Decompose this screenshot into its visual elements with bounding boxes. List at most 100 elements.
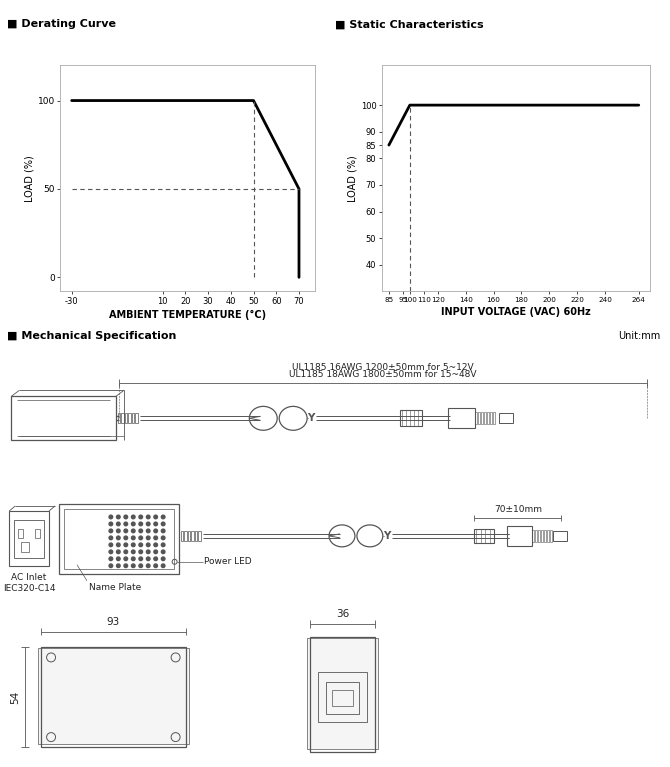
Circle shape [161,515,165,518]
Circle shape [131,543,135,547]
Circle shape [131,529,135,533]
Circle shape [117,557,120,561]
Bar [550,530,552,542]
Circle shape [124,522,127,525]
Bar [38,648,188,744]
Circle shape [124,543,127,547]
Bar [507,526,532,546]
Circle shape [154,564,157,568]
Bar [9,511,49,566]
Circle shape [147,550,150,554]
Circle shape [109,564,113,568]
Bar [125,413,127,423]
Circle shape [154,522,157,525]
Bar [11,397,116,440]
Bar [499,413,513,423]
X-axis label: INPUT VOLTAGE (VAC) 60Hz: INPUT VOLTAGE (VAC) 60Hz [441,307,591,318]
Text: AC Inlet
IEC320-C14: AC Inlet IEC320-C14 [3,573,56,593]
Circle shape [154,536,157,540]
Circle shape [117,522,120,525]
Circle shape [161,564,165,568]
Bar [307,638,378,749]
Circle shape [139,529,143,533]
Bar [326,683,359,714]
Bar [544,530,546,542]
Bar [490,413,492,424]
Text: ■ Mechanical Specification: ■ Mechanical Specification [7,331,176,341]
Circle shape [109,515,113,518]
Bar [448,408,476,428]
Circle shape [139,522,143,525]
Circle shape [161,529,165,533]
Circle shape [139,515,143,518]
Circle shape [154,515,157,518]
Circle shape [109,529,113,533]
Circle shape [131,536,135,540]
Text: ■ Derating Curve: ■ Derating Curve [7,19,116,29]
Bar [493,413,495,424]
Circle shape [117,564,120,568]
Bar [21,542,29,551]
Circle shape [161,557,165,561]
Circle shape [147,536,150,540]
Bar [132,413,134,423]
Circle shape [161,522,165,525]
Circle shape [147,522,150,525]
Bar [14,520,44,558]
Bar [41,647,186,747]
Bar [553,531,567,541]
Text: 93: 93 [107,617,120,627]
Bar [118,413,121,423]
Circle shape [154,557,157,561]
Circle shape [147,543,150,547]
Circle shape [161,536,165,540]
Y-axis label: LOAD (%): LOAD (%) [348,155,358,202]
Circle shape [109,536,113,540]
Text: Power LED: Power LED [204,558,252,566]
Bar [64,509,174,569]
Text: Y: Y [308,413,315,423]
Text: UL1185 16AWG 1200±50mm for 5~12V: UL1185 16AWG 1200±50mm for 5~12V [292,363,474,371]
Bar [541,530,543,542]
Bar [482,413,484,424]
Circle shape [147,564,150,568]
Circle shape [139,543,143,547]
Bar [128,413,131,423]
Circle shape [147,529,150,533]
Text: ■ Static Characteristics: ■ Static Characteristics [335,19,484,29]
Circle shape [161,543,165,547]
Circle shape [109,557,113,561]
Y-axis label: LOAD (%): LOAD (%) [25,155,35,202]
Bar [535,530,537,542]
Circle shape [124,564,127,568]
Bar [476,413,478,424]
Circle shape [131,522,135,525]
Text: Unit:mm: Unit:mm [618,331,660,341]
Bar [487,413,489,424]
Circle shape [147,515,150,518]
Circle shape [131,557,135,561]
Circle shape [131,515,135,518]
Text: 36: 36 [336,608,349,618]
Circle shape [109,550,113,554]
Circle shape [124,550,127,554]
Bar [194,531,197,541]
Bar [474,529,494,543]
Text: 54: 54 [10,690,20,704]
Bar [121,413,124,423]
Bar [188,531,190,541]
Circle shape [131,550,135,554]
Circle shape [117,550,120,554]
Bar [478,413,480,424]
Bar [59,504,179,574]
Circle shape [124,515,127,518]
Bar [484,413,486,424]
Circle shape [147,557,150,561]
Text: UL1185 18AWG 1800±50mm for 15~48V: UL1185 18AWG 1800±50mm for 15~48V [289,370,476,380]
Bar [332,690,353,706]
Circle shape [124,557,127,561]
Bar [532,530,534,542]
Bar [198,531,200,541]
Circle shape [139,536,143,540]
Circle shape [139,564,143,568]
